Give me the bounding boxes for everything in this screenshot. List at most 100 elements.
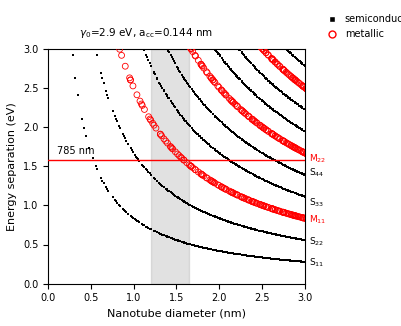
Point bbox=[233, 44, 240, 49]
Point bbox=[119, 131, 126, 137]
Point bbox=[239, 195, 246, 200]
Point bbox=[249, 199, 255, 204]
Point bbox=[275, 257, 282, 262]
Point bbox=[295, 259, 301, 264]
Point bbox=[186, 242, 192, 247]
Point bbox=[288, 166, 294, 171]
Point bbox=[263, 179, 269, 184]
Point bbox=[130, 83, 136, 89]
Point bbox=[164, 234, 170, 239]
Point bbox=[154, 230, 161, 235]
Point bbox=[191, 128, 197, 133]
Point bbox=[246, 59, 253, 64]
Text: 785 nm: 785 nm bbox=[57, 146, 95, 156]
Point bbox=[284, 141, 290, 146]
Point bbox=[253, 120, 259, 125]
Point bbox=[161, 185, 167, 190]
Point bbox=[295, 259, 301, 264]
Point bbox=[225, 219, 231, 224]
Point bbox=[304, 238, 310, 243]
Point bbox=[257, 96, 263, 101]
Point bbox=[211, 147, 218, 152]
Point bbox=[166, 50, 172, 55]
Point bbox=[229, 220, 236, 226]
Point bbox=[171, 192, 177, 197]
Point bbox=[286, 165, 292, 170]
Point bbox=[223, 218, 230, 224]
Point bbox=[285, 234, 292, 240]
Point bbox=[271, 83, 277, 88]
Point bbox=[236, 47, 243, 52]
Point bbox=[185, 201, 192, 207]
Point bbox=[119, 206, 126, 211]
Point bbox=[292, 213, 298, 218]
Point bbox=[300, 215, 306, 220]
Point bbox=[127, 77, 134, 82]
Point bbox=[235, 134, 241, 139]
Point bbox=[273, 158, 279, 163]
Point bbox=[196, 244, 203, 249]
Point bbox=[105, 188, 112, 194]
Point bbox=[186, 202, 192, 207]
Point bbox=[251, 118, 257, 124]
Point bbox=[184, 241, 191, 246]
Point bbox=[110, 109, 116, 114]
Point bbox=[239, 80, 245, 85]
Point bbox=[187, 123, 193, 128]
Point bbox=[293, 101, 299, 106]
Point bbox=[290, 167, 296, 172]
Point bbox=[274, 232, 281, 238]
Point bbox=[195, 58, 202, 63]
Point bbox=[302, 237, 308, 243]
Point bbox=[262, 255, 268, 260]
Point bbox=[132, 152, 138, 157]
Point bbox=[251, 172, 257, 177]
Point bbox=[234, 251, 241, 257]
Point bbox=[295, 236, 301, 242]
Point bbox=[204, 105, 210, 110]
Point bbox=[234, 222, 240, 227]
Point bbox=[261, 152, 267, 157]
Point bbox=[292, 213, 298, 218]
Point bbox=[235, 163, 241, 169]
Point bbox=[152, 176, 158, 182]
Point bbox=[262, 255, 269, 260]
Point bbox=[276, 233, 283, 238]
Point bbox=[272, 59, 278, 65]
Point bbox=[304, 130, 311, 135]
Point bbox=[281, 139, 288, 144]
Point bbox=[301, 215, 308, 221]
Point bbox=[304, 195, 310, 200]
Point bbox=[258, 98, 265, 103]
Point bbox=[286, 119, 293, 124]
Point bbox=[205, 141, 211, 146]
Point bbox=[288, 120, 294, 125]
Point bbox=[239, 194, 245, 200]
Point bbox=[187, 242, 193, 247]
Point bbox=[259, 255, 266, 260]
Point bbox=[115, 43, 122, 49]
Point bbox=[272, 60, 279, 65]
Point bbox=[174, 238, 180, 243]
Point bbox=[229, 220, 235, 225]
Point bbox=[284, 164, 290, 169]
Point bbox=[159, 232, 166, 237]
Point bbox=[244, 84, 250, 90]
Point bbox=[268, 56, 275, 61]
Point bbox=[247, 59, 253, 65]
Point bbox=[265, 179, 271, 185]
Point bbox=[263, 178, 269, 184]
Point bbox=[205, 106, 211, 111]
Point bbox=[298, 259, 305, 264]
Point bbox=[261, 177, 267, 183]
Point bbox=[298, 193, 305, 198]
Point bbox=[263, 230, 270, 235]
Point bbox=[287, 119, 293, 124]
Point bbox=[152, 71, 158, 77]
Point bbox=[118, 53, 125, 58]
Point bbox=[303, 194, 310, 200]
Point bbox=[222, 249, 228, 255]
Point bbox=[181, 240, 188, 245]
Point bbox=[240, 52, 246, 57]
Point bbox=[192, 91, 198, 96]
